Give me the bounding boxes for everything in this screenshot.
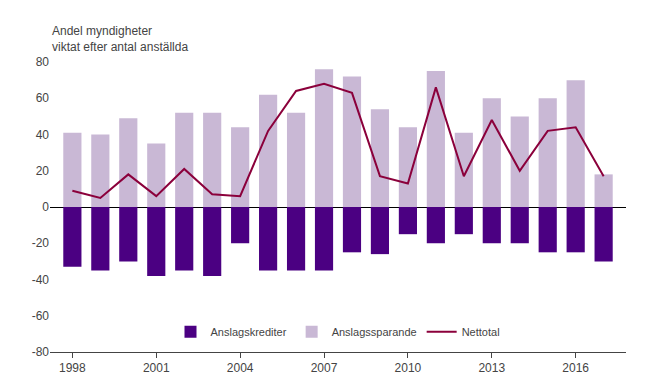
svg-text:Nettotal: Nettotal [462,326,500,338]
svg-text:20: 20 [36,164,50,178]
svg-text:Anslagssparande: Anslagssparande [332,326,417,338]
svg-text:Anslagskrediter: Anslagskrediter [211,326,287,338]
svg-text:2016: 2016 [562,361,589,375]
svg-text:40: 40 [36,128,50,142]
svg-text:0: 0 [42,200,49,214]
svg-text:2004: 2004 [227,361,254,375]
svg-text:Andel myndigheterviktat efter: Andel myndigheterviktat efter antal anst… [52,24,188,54]
svg-text:60: 60 [36,91,50,105]
svg-text:-60: -60 [32,309,50,323]
svg-text:2007: 2007 [311,361,338,375]
svg-text:1998: 1998 [59,361,86,375]
svg-text:2001: 2001 [143,361,170,375]
svg-text:80: 80 [36,55,50,69]
svg-text:2010: 2010 [395,361,422,375]
svg-text:-80: -80 [32,345,50,359]
svg-text:-40: -40 [32,273,50,287]
svg-text:2013: 2013 [478,361,505,375]
svg-text:-20: -20 [32,236,50,250]
